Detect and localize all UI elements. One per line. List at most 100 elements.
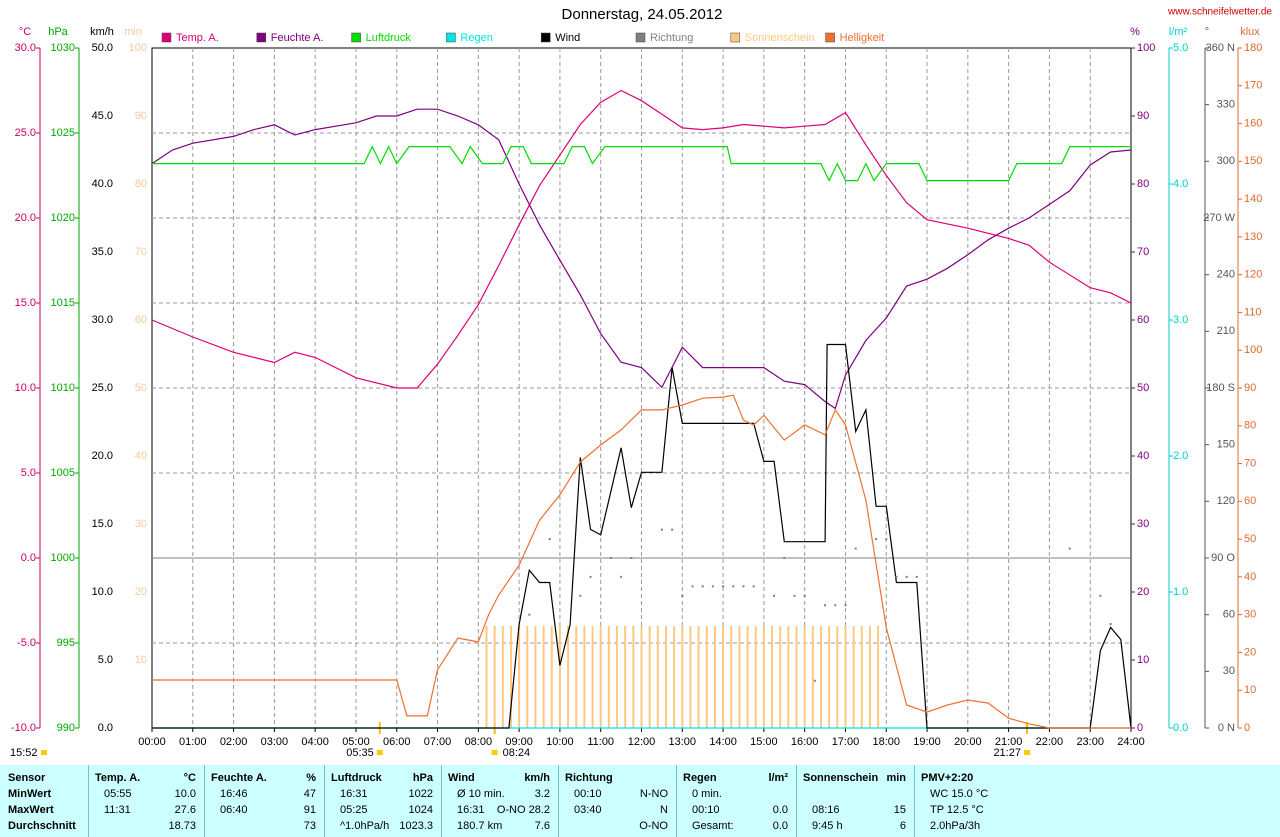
y-tick-label: 130 bbox=[1244, 231, 1262, 243]
point bbox=[630, 557, 633, 559]
bar bbox=[836, 626, 839, 728]
point bbox=[671, 528, 674, 531]
y-tick-label: 30 bbox=[135, 518, 147, 530]
point bbox=[905, 575, 908, 578]
legend-label: Helligkeit bbox=[840, 32, 885, 44]
y-tick-label: 1020 bbox=[51, 212, 75, 224]
x-tick-label: 24:00 bbox=[1117, 736, 1145, 748]
y-tick-label: 50 bbox=[1137, 382, 1149, 394]
bar bbox=[509, 626, 512, 728]
legend-label: Regen bbox=[460, 32, 492, 44]
legend-label: Feuchte A. bbox=[271, 32, 324, 44]
point bbox=[742, 585, 745, 588]
point bbox=[773, 594, 776, 597]
table-cell: 180.7 km bbox=[457, 820, 503, 832]
legend-swatch bbox=[256, 32, 267, 43]
bar bbox=[730, 626, 733, 728]
table-cell: 0.0 bbox=[772, 820, 788, 832]
y-tick-label: 90 bbox=[1244, 382, 1256, 394]
y-tick-label: 120 bbox=[1217, 495, 1235, 507]
x-tick-label: 13:00 bbox=[669, 736, 697, 748]
bar bbox=[607, 626, 610, 728]
table-cell: N bbox=[660, 804, 668, 816]
point bbox=[885, 538, 888, 541]
y-tick-label: 15.0 bbox=[15, 297, 36, 309]
bar bbox=[632, 626, 635, 728]
column-header: PMV+2:20 bbox=[921, 772, 974, 784]
point bbox=[589, 575, 592, 578]
column-unit: min bbox=[886, 772, 906, 784]
bar bbox=[713, 626, 716, 728]
y-tick-label: 60 bbox=[1244, 495, 1256, 507]
point bbox=[722, 585, 725, 588]
point bbox=[579, 594, 582, 597]
legend-label: Richtung bbox=[650, 32, 693, 44]
table-cell: 18.73 bbox=[168, 820, 196, 832]
y-tick-label: 10.0 bbox=[15, 382, 36, 394]
column-header: Sonnenschein bbox=[803, 772, 879, 784]
x-tick-label: 10:00 bbox=[546, 736, 574, 748]
table-cell: Gesamt: bbox=[692, 820, 734, 832]
x-tick-label: 02:00 bbox=[220, 736, 248, 748]
bar bbox=[844, 626, 847, 728]
y-tick-label: 2.0 bbox=[1173, 450, 1188, 462]
y-tick-label: 70 bbox=[135, 246, 147, 258]
y-tick-label: 20 bbox=[135, 586, 147, 598]
bar bbox=[860, 626, 863, 728]
line bbox=[151, 108, 1132, 410]
bar bbox=[828, 626, 831, 728]
point bbox=[752, 585, 755, 588]
y-tick-label: 30 bbox=[1223, 665, 1235, 677]
bar bbox=[811, 626, 814, 728]
y-tick-label: 170 bbox=[1244, 80, 1262, 92]
y-tick-label: 40.0 bbox=[92, 178, 113, 190]
line bbox=[152, 343, 1132, 729]
y-tick-label: 300 bbox=[1217, 155, 1235, 167]
legend-swatch bbox=[161, 32, 172, 43]
table-cell: 47 bbox=[303, 788, 316, 800]
x-tick-label: 17:00 bbox=[832, 736, 860, 748]
legend-label: Temp. A. bbox=[176, 32, 219, 44]
point bbox=[824, 604, 827, 607]
bar bbox=[493, 626, 496, 728]
point bbox=[620, 575, 623, 578]
y-tick-label: 1025 bbox=[51, 127, 75, 139]
bar bbox=[591, 626, 594, 728]
y-tick-label: -10.0 bbox=[11, 722, 36, 734]
legend-swatch bbox=[635, 32, 646, 43]
annotation: 08:24 bbox=[503, 747, 531, 759]
table-cell: 10.0 bbox=[174, 788, 196, 800]
source: www.schneifelwetter.de bbox=[1167, 7, 1272, 18]
bar bbox=[501, 626, 504, 728]
table-cell: 16:31 bbox=[340, 788, 368, 800]
table-cell: 7.6 bbox=[534, 820, 550, 832]
table-cell: 9:45 h bbox=[812, 820, 843, 832]
bar bbox=[722, 626, 725, 728]
bar bbox=[738, 626, 741, 728]
y-tick-label: 270 W bbox=[1203, 212, 1235, 224]
bar bbox=[868, 626, 871, 728]
table-cell: 15 bbox=[893, 804, 906, 816]
y-tick-label: 330 bbox=[1217, 99, 1235, 111]
point bbox=[854, 547, 857, 550]
point bbox=[701, 585, 704, 588]
column-separator bbox=[204, 765, 205, 837]
table-cell: 16:31 bbox=[457, 804, 485, 816]
bar bbox=[771, 626, 774, 728]
table-cell: 00:10 bbox=[692, 804, 720, 816]
y-tick-label: 180 bbox=[1244, 42, 1262, 54]
x-tick-label: 16:00 bbox=[791, 736, 819, 748]
point bbox=[844, 604, 847, 607]
y-tick-label: 60 bbox=[135, 314, 147, 326]
chart: Donnerstag, 24.05.2012 www.schneifelwett… bbox=[10, 6, 1272, 759]
axis-unit: l/m² bbox=[1169, 26, 1188, 38]
annotation-icon bbox=[1023, 750, 1030, 755]
bar bbox=[526, 626, 529, 728]
y-tick-label: 5.0 bbox=[21, 467, 36, 479]
table-cell: 00:10 bbox=[574, 788, 602, 800]
bar bbox=[803, 626, 806, 728]
table-cell: 1023.3 bbox=[399, 820, 433, 832]
y-tick-label: 5.0 bbox=[98, 654, 113, 666]
axis-unit: °C bbox=[19, 26, 31, 38]
x-tick-label: 23:00 bbox=[1076, 736, 1104, 748]
